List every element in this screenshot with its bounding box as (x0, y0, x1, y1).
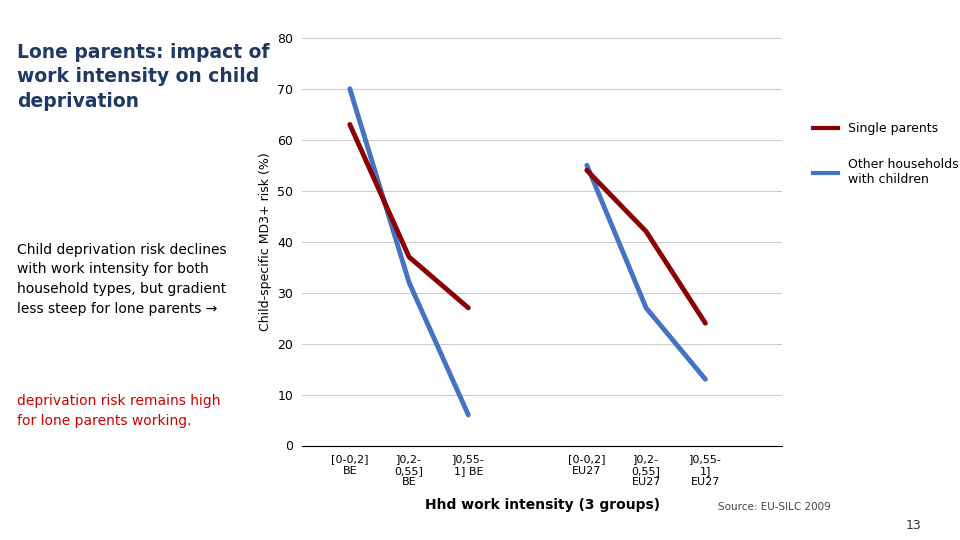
X-axis label: Hhd work intensity (3 groups): Hhd work intensity (3 groups) (425, 498, 660, 512)
Legend: Single parents, Other households
with children: Single parents, Other households with ch… (808, 117, 960, 191)
Text: Lone parents: impact of
work intensity on child
deprivation: Lone parents: impact of work intensity o… (17, 43, 270, 111)
Text: deprivation risk remains high
for lone parents working.: deprivation risk remains high for lone p… (17, 394, 221, 428)
Text: 13: 13 (906, 519, 922, 532)
Text: Source: EU-SILC 2009: Source: EU-SILC 2009 (718, 502, 830, 512)
Y-axis label: Child-specific MD3+ risk (%): Child-specific MD3+ risk (%) (259, 152, 272, 331)
Text: Child deprivation risk declines
with work intensity for both
household types, bu: Child deprivation risk declines with wor… (17, 243, 227, 315)
